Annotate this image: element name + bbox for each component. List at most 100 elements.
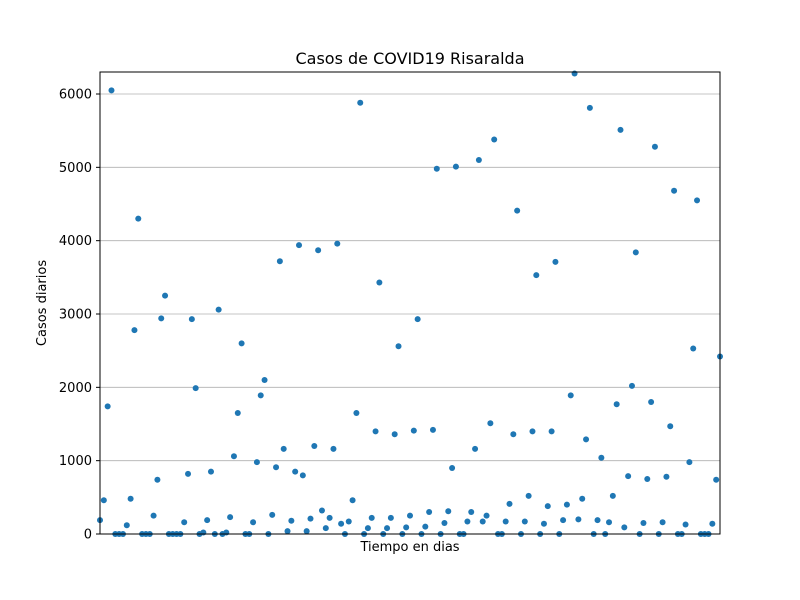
data-point <box>514 207 521 214</box>
data-point <box>162 292 169 299</box>
data-point <box>376 279 383 286</box>
data-point <box>502 518 509 525</box>
data-point <box>575 516 582 523</box>
grid-lines <box>100 93 720 535</box>
data-point <box>667 423 674 430</box>
data-point <box>433 165 440 172</box>
data-point <box>303 528 310 535</box>
data-point <box>338 520 345 527</box>
data-point <box>659 519 666 526</box>
data-point <box>345 518 352 525</box>
data-point <box>315 247 322 254</box>
data-point <box>261 377 268 383</box>
data-point <box>284 528 291 535</box>
plot-frame <box>99 71 721 535</box>
data-point <box>150 512 157 519</box>
data-point <box>100 497 107 504</box>
data-point <box>663 473 670 480</box>
data-point <box>690 345 697 352</box>
y-tick-label: 1000 <box>59 454 92 469</box>
data-point <box>227 514 234 521</box>
data-point <box>617 126 624 133</box>
data-point <box>230 453 237 460</box>
data-point <box>318 507 325 514</box>
data-point <box>452 163 459 170</box>
data-point <box>181 519 188 526</box>
data-point <box>307 515 314 522</box>
y-tick-label: 2000 <box>59 381 92 396</box>
data-point <box>625 473 632 480</box>
data-point <box>407 512 413 519</box>
y-tick-label: 0 <box>84 528 92 543</box>
data-points <box>97 70 723 537</box>
data-point <box>510 431 517 438</box>
data-point <box>445 508 452 515</box>
data-point <box>280 445 287 452</box>
data-point <box>560 517 567 524</box>
data-point <box>311 443 318 449</box>
data-point <box>628 382 635 389</box>
data-point <box>491 136 498 143</box>
data-point <box>579 495 586 502</box>
data-point <box>529 428 536 435</box>
data-point <box>353 410 360 416</box>
data-point <box>671 187 678 194</box>
data-point <box>288 517 295 524</box>
data-point <box>250 519 257 526</box>
data-point <box>694 197 701 204</box>
data-point <box>640 520 647 526</box>
data-point <box>506 500 513 507</box>
y-axis-label: Casos diarios <box>35 260 50 346</box>
data-point <box>223 529 230 536</box>
data-point <box>475 157 482 163</box>
data-point <box>188 316 195 323</box>
data-point <box>606 519 613 526</box>
data-point <box>330 445 337 452</box>
data-point <box>127 495 134 502</box>
data-point <box>257 392 264 399</box>
chart-title: Casos de COVID19 Risaralda <box>295 49 524 68</box>
data-point <box>108 87 115 94</box>
data-point <box>598 454 605 461</box>
data-point <box>207 468 214 475</box>
data-point <box>468 509 475 515</box>
data-point <box>583 436 590 443</box>
data-point <box>441 520 448 526</box>
data-point <box>387 514 394 521</box>
data-point <box>648 399 655 405</box>
data-point <box>391 431 398 438</box>
data-point <box>234 410 241 416</box>
data-point <box>548 428 555 435</box>
data-point <box>525 492 532 499</box>
data-point <box>273 464 280 471</box>
data-point <box>123 522 130 529</box>
data-point <box>326 514 333 521</box>
data-point <box>682 521 689 528</box>
data-point <box>200 529 207 536</box>
data-point <box>364 525 371 532</box>
data-point <box>521 518 528 525</box>
data-point <box>563 501 570 508</box>
data-point <box>131 327 138 334</box>
data-point <box>410 427 417 434</box>
y-axis-ticks: 0 1000 2000 3000 4000 5000 6000 <box>59 88 100 543</box>
data-point <box>192 385 199 392</box>
y-tick-label: 6000 <box>59 88 92 103</box>
data-point <box>372 428 379 435</box>
data-point <box>472 445 479 452</box>
data-point <box>135 215 142 222</box>
data-point <box>483 512 490 519</box>
data-point <box>586 104 593 111</box>
data-point <box>621 524 628 531</box>
data-point <box>422 523 429 530</box>
data-point <box>215 306 222 313</box>
y-tick-label: 5000 <box>59 161 92 176</box>
data-point <box>253 459 260 466</box>
data-point <box>449 465 456 471</box>
data-point <box>276 258 283 265</box>
data-point <box>644 476 651 482</box>
data-point <box>686 459 693 466</box>
data-point <box>158 315 165 322</box>
data-point <box>632 249 639 256</box>
